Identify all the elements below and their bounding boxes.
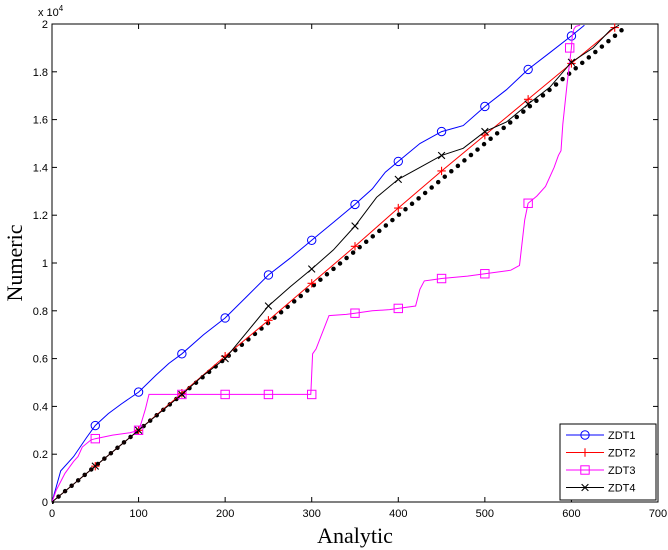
- y-tick-label: 1.8: [33, 67, 48, 79]
- series-line-zdt3: [52, 25, 580, 502]
- x-tick-label: 200: [216, 508, 234, 520]
- y-tick-label: 0.2: [33, 449, 48, 461]
- data-point-zdt4: [438, 152, 445, 159]
- series-zdt3: [52, 25, 580, 502]
- y-axis-multiplier-base: x 10: [38, 7, 59, 19]
- data-point-zdt3: [565, 44, 573, 52]
- x-axis-label: Analytic: [317, 523, 393, 548]
- x-tick-label: 100: [129, 508, 147, 520]
- y-tick-label: 2: [42, 19, 48, 31]
- legend-label-zdt4: ZDT4: [608, 483, 636, 495]
- y-tick-label: 1.4: [33, 162, 48, 174]
- y-tick-label: 1: [42, 258, 48, 270]
- y-axis-multiplier-exponent: 4: [59, 4, 64, 13]
- data-point-zdt4: [352, 223, 359, 230]
- y-axis-multiplier: x 104: [38, 4, 64, 19]
- y-tick-label: 1.2: [33, 210, 48, 222]
- data-point-zdt4: [395, 176, 402, 183]
- data-point-zdt4: [308, 266, 315, 273]
- legend-label-zdt2: ZDT2: [608, 448, 636, 460]
- legend-label-zdt3: ZDT3: [608, 465, 636, 477]
- data-point-zdt4: [265, 303, 272, 310]
- chart-legend: ZDT1 ZDT2 ZDT3 ZDT4: [560, 424, 656, 500]
- x-tick-label: 600: [562, 508, 580, 520]
- y-tick-label: 0.4: [33, 401, 48, 413]
- y-tick-label: 0: [42, 497, 48, 509]
- x-tick-label: 500: [476, 508, 494, 520]
- x-tick-label: 700: [649, 508, 667, 520]
- y-tick-label: 0.8: [33, 306, 48, 318]
- y-axis-label: Numeric: [2, 224, 27, 301]
- x-tick-label: 0: [49, 508, 55, 520]
- legend-label-zdt1: ZDT1: [608, 430, 636, 442]
- series-zdt2: [52, 23, 619, 502]
- y-tick-label: 1.6: [33, 115, 48, 127]
- x-tick-label: 400: [389, 508, 407, 520]
- x-tick-label: 300: [303, 508, 321, 520]
- y-tick-label: 0.6: [33, 354, 48, 366]
